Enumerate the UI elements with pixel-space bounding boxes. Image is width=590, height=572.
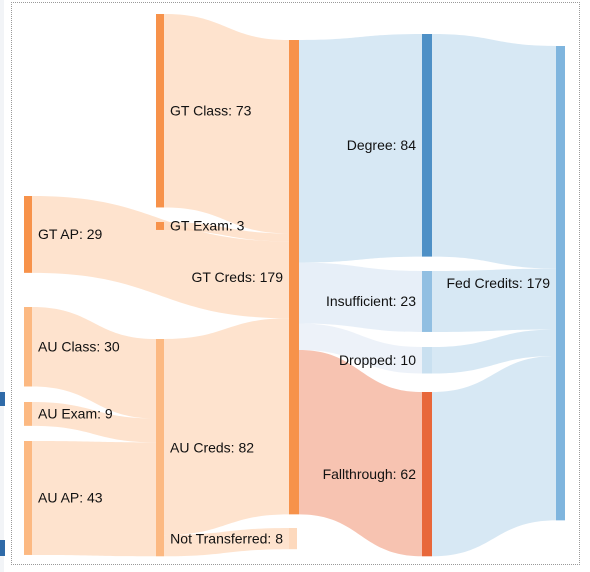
node-label-gt-class: GT Class: 73: [170, 102, 252, 118]
link-gt-class-to-gt-creds: [164, 14, 289, 234]
link-gt-creds-to-fallthrough: [299, 350, 422, 557]
link-degree-to-fed-credits: [432, 34, 556, 269]
link-fallthrough-to-fed-credits: [432, 356, 556, 557]
link-insufficient-to-fed-credits: [432, 268, 556, 332]
node-label-au-class: AU Class: 30: [38, 338, 120, 354]
node-label-au-ap: AU AP: 43: [38, 490, 103, 506]
node-label-degree: Degree: 84: [347, 137, 416, 153]
node-label-gt-exam: GT Exam: 3: [170, 218, 245, 234]
link-dropped-to-fed-credits: [432, 329, 556, 374]
edge-marker: [0, 392, 5, 406]
node-not-transferred: [289, 528, 297, 550]
node-label-au-exam: AU Exam: 9: [38, 406, 113, 422]
node-gt-exam: [156, 222, 164, 230]
link-gt-creds-to-insufficient: [299, 262, 422, 332]
link-gt-ap-to-gt-creds: [32, 196, 289, 319]
edge-marker: [0, 540, 5, 556]
node-label-fallthrough: Fallthrough: 62: [323, 466, 417, 482]
node-label-fed-credits: Fed Credits: 179: [447, 275, 551, 291]
node-label-not-transferred: Not Transferred: 8: [170, 530, 283, 546]
link-au-creds-to-gt-creds: [164, 318, 289, 536]
node-insufficient: [422, 271, 432, 332]
node-label-dropped: Dropped: 10: [339, 352, 416, 368]
node-au-creds: [156, 339, 164, 557]
node-fed-credits: [556, 46, 565, 521]
node-label-gt-ap: GT AP: 29: [38, 226, 103, 242]
link-gt-creds-to-degree: [299, 34, 422, 263]
window-edge: [0, 0, 5, 572]
link-au-class-to-au-creds: [32, 307, 156, 419]
node-gt-ap: [24, 196, 32, 273]
link-au-exam-to-au-creds: [32, 402, 156, 443]
node-degree: [422, 34, 432, 257]
node-label-au-creds: AU Creds: 82: [170, 439, 254, 455]
link-gt-exam-to-gt-creds: [164, 222, 289, 242]
node-gt-creds: [289, 40, 299, 515]
node-au-class: [24, 307, 32, 387]
link-au-creds-to-not-transferred: [164, 528, 289, 557]
node-fallthrough: [422, 392, 432, 557]
link-gt-creds-to-dropped: [299, 323, 422, 374]
node-au-exam: [24, 402, 32, 426]
node-gt-class: [156, 14, 164, 208]
node-label-insufficient: Insufficient: 23: [326, 293, 416, 309]
link-au-ap-to-au-creds: [32, 441, 156, 557]
node-label-gt-creds: GT Creds: 179: [191, 269, 283, 285]
node-au-ap: [24, 441, 32, 555]
node-dropped: [422, 347, 432, 374]
